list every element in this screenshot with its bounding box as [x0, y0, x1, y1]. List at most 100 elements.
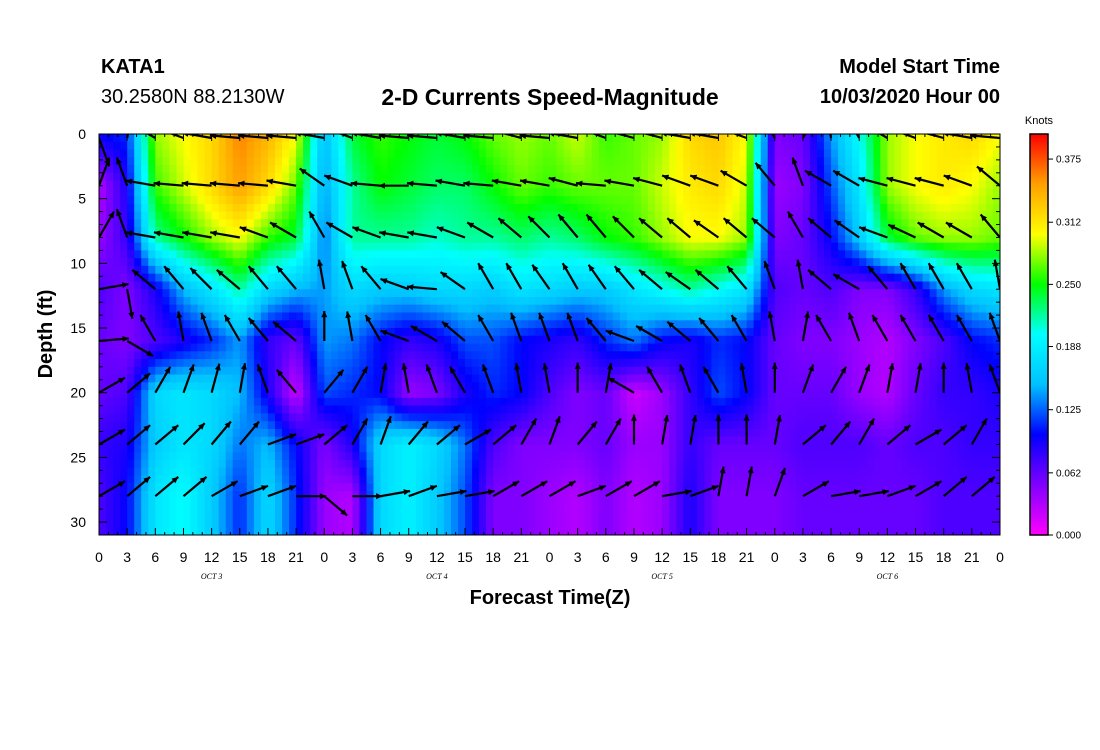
heat-cell: [162, 242, 170, 252]
heat-cell: [451, 312, 459, 321]
heat-cell: [626, 219, 635, 228]
heat-cell: [239, 374, 248, 383]
heat-cell: [253, 219, 262, 228]
heat-cell: [577, 203, 586, 213]
heat-cell: [465, 234, 473, 244]
heat-cell: [127, 172, 135, 182]
heat-cell: [127, 250, 135, 259]
heat-cell: [964, 157, 973, 166]
heat-cell: [908, 374, 917, 383]
heat-cell: [134, 366, 142, 376]
heat-cell: [802, 382, 811, 391]
heat-cell: [612, 250, 621, 259]
heat-cell: [591, 149, 600, 158]
heat-cell: [732, 250, 741, 259]
heat-cell: [465, 382, 473, 391]
heat-cell: [894, 413, 902, 422]
heat-cell: [183, 413, 192, 422]
heat-cell: [169, 157, 177, 166]
heat-cell: [908, 289, 917, 298]
heat-cell: [162, 172, 170, 182]
heat-cell: [521, 297, 529, 306]
heat-cell: [155, 196, 163, 205]
heat-cell: [472, 219, 480, 228]
heat-cell: [141, 405, 149, 414]
heat-cell: [549, 227, 558, 236]
heat-cell: [141, 141, 149, 151]
heat-cell: [303, 366, 311, 376]
heat-cell: [282, 172, 290, 182]
heat-cell: [486, 397, 494, 407]
heat-cell: [429, 343, 438, 352]
heat-cell: [549, 211, 558, 220]
heat-cell: [831, 250, 839, 259]
heat-cell: [535, 413, 543, 422]
heat-cell: [211, 234, 220, 244]
heat-cell: [852, 242, 860, 252]
heat-cell: [303, 242, 311, 252]
heat-cell: [964, 304, 973, 314]
heat-cell: [141, 273, 149, 283]
heat-cell: [162, 258, 170, 267]
heat-cell: [683, 397, 691, 407]
heat-cell: [711, 351, 719, 360]
heat-cell: [507, 172, 515, 182]
heat-cell: [451, 320, 459, 329]
heat-cell: [584, 328, 593, 337]
heat-cell: [662, 157, 670, 166]
heat-cell: [190, 211, 199, 220]
heat-cell: [570, 281, 579, 290]
heat-cell: [514, 382, 522, 391]
heat-cell: [148, 227, 156, 236]
heat-cell: [612, 242, 621, 252]
heat-cell: [641, 196, 649, 205]
heat-cell: [190, 328, 199, 337]
heat-cell: [739, 242, 748, 252]
heat-cell: [542, 335, 551, 345]
heat-cell: [711, 258, 719, 267]
heat-cell: [486, 320, 494, 329]
heat-cell: [260, 328, 269, 337]
heat-cell: [697, 196, 705, 205]
heat-cell: [690, 397, 698, 407]
heat-cell: [957, 312, 966, 321]
heat-cell: [429, 359, 438, 368]
heat-cell: [690, 219, 698, 228]
heat-cell: [901, 343, 910, 352]
heat-cell: [788, 149, 797, 158]
heat-cell: [148, 297, 156, 306]
heat-cell: [429, 374, 438, 383]
heat-cell: [985, 421, 994, 430]
heat-cell: [106, 397, 114, 407]
heat-cell: [605, 320, 614, 329]
heat-cell: [521, 421, 529, 430]
heat-cell: [936, 428, 945, 438]
heat-cell: [641, 335, 649, 345]
heat-cell: [528, 149, 536, 158]
heat-cell: [577, 289, 586, 298]
heat-cell: [971, 428, 980, 438]
heat-cell: [676, 413, 684, 422]
heat-cell: [162, 289, 170, 298]
heat-cell: [901, 188, 910, 197]
heat-cell: [443, 366, 452, 376]
heat-cell: [767, 188, 776, 197]
heat-cell: [451, 227, 459, 236]
heat-cell: [824, 172, 832, 182]
heat-cell: [120, 405, 128, 414]
heat-cell: [345, 328, 353, 337]
heat-cell: [465, 281, 473, 290]
heat-cell: [176, 165, 184, 174]
heat-cell: [880, 227, 888, 236]
heat-cell: [845, 343, 853, 352]
heat-cell: [605, 343, 614, 352]
heat-cell: [169, 196, 177, 205]
heat-cell: [521, 351, 529, 360]
heat-cell: [598, 320, 607, 329]
heat-cell: [626, 320, 635, 329]
heat-cell: [929, 382, 938, 391]
heat-cell: [957, 203, 966, 213]
heat-cell: [366, 250, 375, 259]
heat-cell: [563, 203, 572, 213]
heat-cell: [718, 234, 726, 244]
